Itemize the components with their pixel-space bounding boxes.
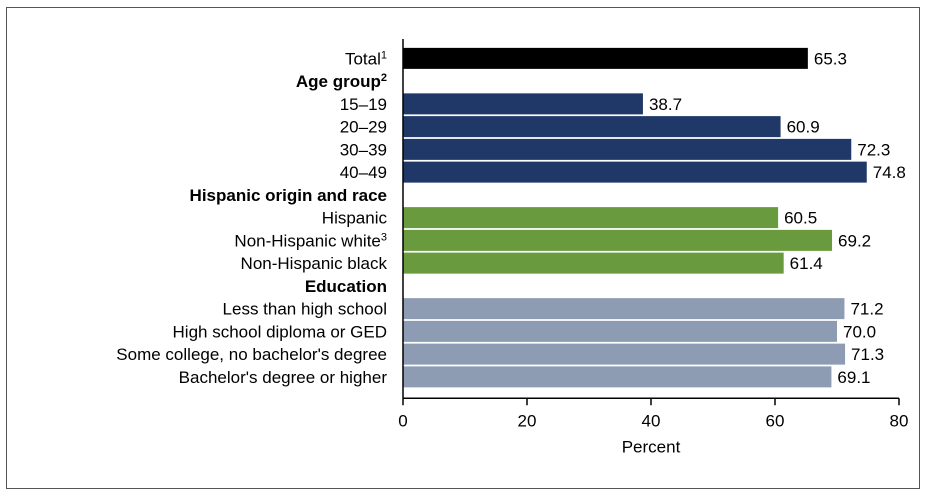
bar <box>403 320 837 342</box>
value-label: 71.2 <box>850 300 883 319</box>
group-label: Education <box>305 277 387 296</box>
x-tick-label: 80 <box>890 411 909 430</box>
chart-rows: Total1 65.3 Age group2 15–19 38.7 20–29 60.9 30… <box>116 47 906 388</box>
value-label: 38.7 <box>649 95 682 114</box>
category-label: High school diploma or GED <box>173 322 387 341</box>
x-tick-label: 40 <box>642 411 661 430</box>
bar <box>403 116 781 138</box>
value-label: 72.3 <box>857 140 890 159</box>
value-label: 60.5 <box>784 209 817 228</box>
bar <box>403 161 867 183</box>
bar <box>403 298 845 320</box>
bar <box>403 138 852 160</box>
x-tick-label: 20 <box>518 411 537 430</box>
category-label: Hispanic <box>322 209 388 228</box>
x-axis: 0 20 40 60 80 <box>398 39 908 430</box>
group-label: Hispanic origin and race <box>190 186 387 205</box>
value-label: 69.2 <box>838 231 871 250</box>
category-label: Non-Hispanic black <box>241 254 388 273</box>
x-axis-title: Percent <box>622 437 681 456</box>
category-label: 30–39 <box>340 140 387 159</box>
category-label: Some college, no bachelor's degree <box>116 345 387 364</box>
category-label: Bachelor's degree or higher <box>179 368 388 387</box>
bar <box>403 343 846 365</box>
value-label: 61.4 <box>790 254 823 273</box>
bar <box>403 229 833 251</box>
category-label: Non-Hispanic white3 <box>234 231 387 250</box>
category-label: Total1 <box>345 49 387 68</box>
category-label: Less than high school <box>223 300 387 319</box>
value-label: 71.3 <box>851 345 884 364</box>
bar <box>403 207 779 229</box>
value-label: 69.1 <box>837 368 870 387</box>
category-label: 20–29 <box>340 118 387 137</box>
group-label: Age group2 <box>296 72 387 91</box>
value-label: 70.0 <box>843 322 876 341</box>
x-tick-label: 0 <box>398 411 407 430</box>
bar <box>403 366 832 388</box>
bar <box>403 252 784 274</box>
bar <box>403 93 643 115</box>
value-label: 65.3 <box>814 49 847 68</box>
value-label: 60.9 <box>787 118 820 137</box>
value-label: 74.8 <box>873 163 906 182</box>
category-label: 40–49 <box>340 163 387 182</box>
bar <box>403 47 808 69</box>
category-label: 15–19 <box>340 95 387 114</box>
x-tick-label: 60 <box>766 411 785 430</box>
